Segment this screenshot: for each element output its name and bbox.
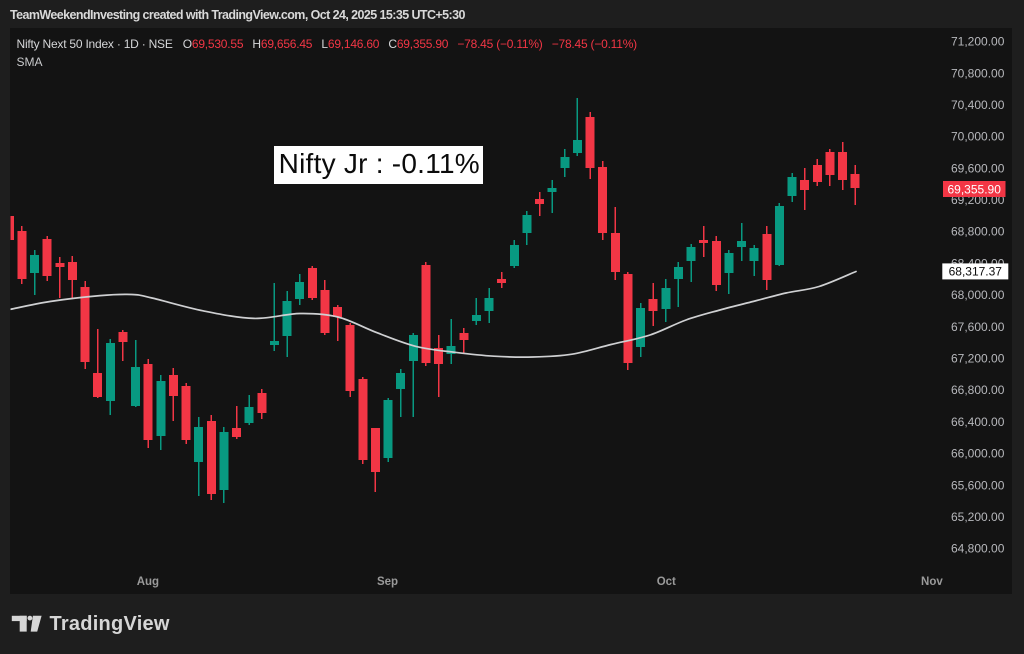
- svg-text:67,200.00: 67,200.00: [951, 352, 1005, 366]
- svg-text:68,800.00: 68,800.00: [951, 225, 1005, 239]
- svg-text:Aug: Aug: [137, 576, 159, 588]
- svg-text:65,600.00: 65,600.00: [951, 478, 1005, 492]
- svg-text:Oct: Oct: [657, 576, 676, 588]
- svg-text:66,800.00: 66,800.00: [951, 383, 1005, 397]
- svg-text:64,800.00: 64,800.00: [951, 542, 1005, 556]
- svg-text:68,317.37: 68,317.37: [949, 265, 1003, 279]
- svg-text:67,600.00: 67,600.00: [951, 320, 1005, 334]
- svg-text:70,400.00: 70,400.00: [951, 98, 1005, 112]
- svg-text:65,200.00: 65,200.00: [951, 510, 1005, 524]
- svg-text:70,800.00: 70,800.00: [951, 66, 1005, 80]
- svg-text:TradingView: TradingView: [50, 613, 170, 635]
- svg-text:69,600.00: 69,600.00: [951, 161, 1005, 175]
- svg-text:69,355.90: 69,355.90: [948, 182, 1002, 196]
- svg-text:68,000.00: 68,000.00: [951, 288, 1005, 302]
- svg-text:70,000.00: 70,000.00: [951, 130, 1005, 144]
- svg-text:71,200.00: 71,200.00: [951, 35, 1005, 49]
- svg-text:66,000.00: 66,000.00: [951, 447, 1005, 461]
- svg-text:Sep: Sep: [377, 576, 398, 588]
- svg-text:Nov: Nov: [921, 576, 943, 588]
- svg-text:66,400.00: 66,400.00: [951, 415, 1005, 429]
